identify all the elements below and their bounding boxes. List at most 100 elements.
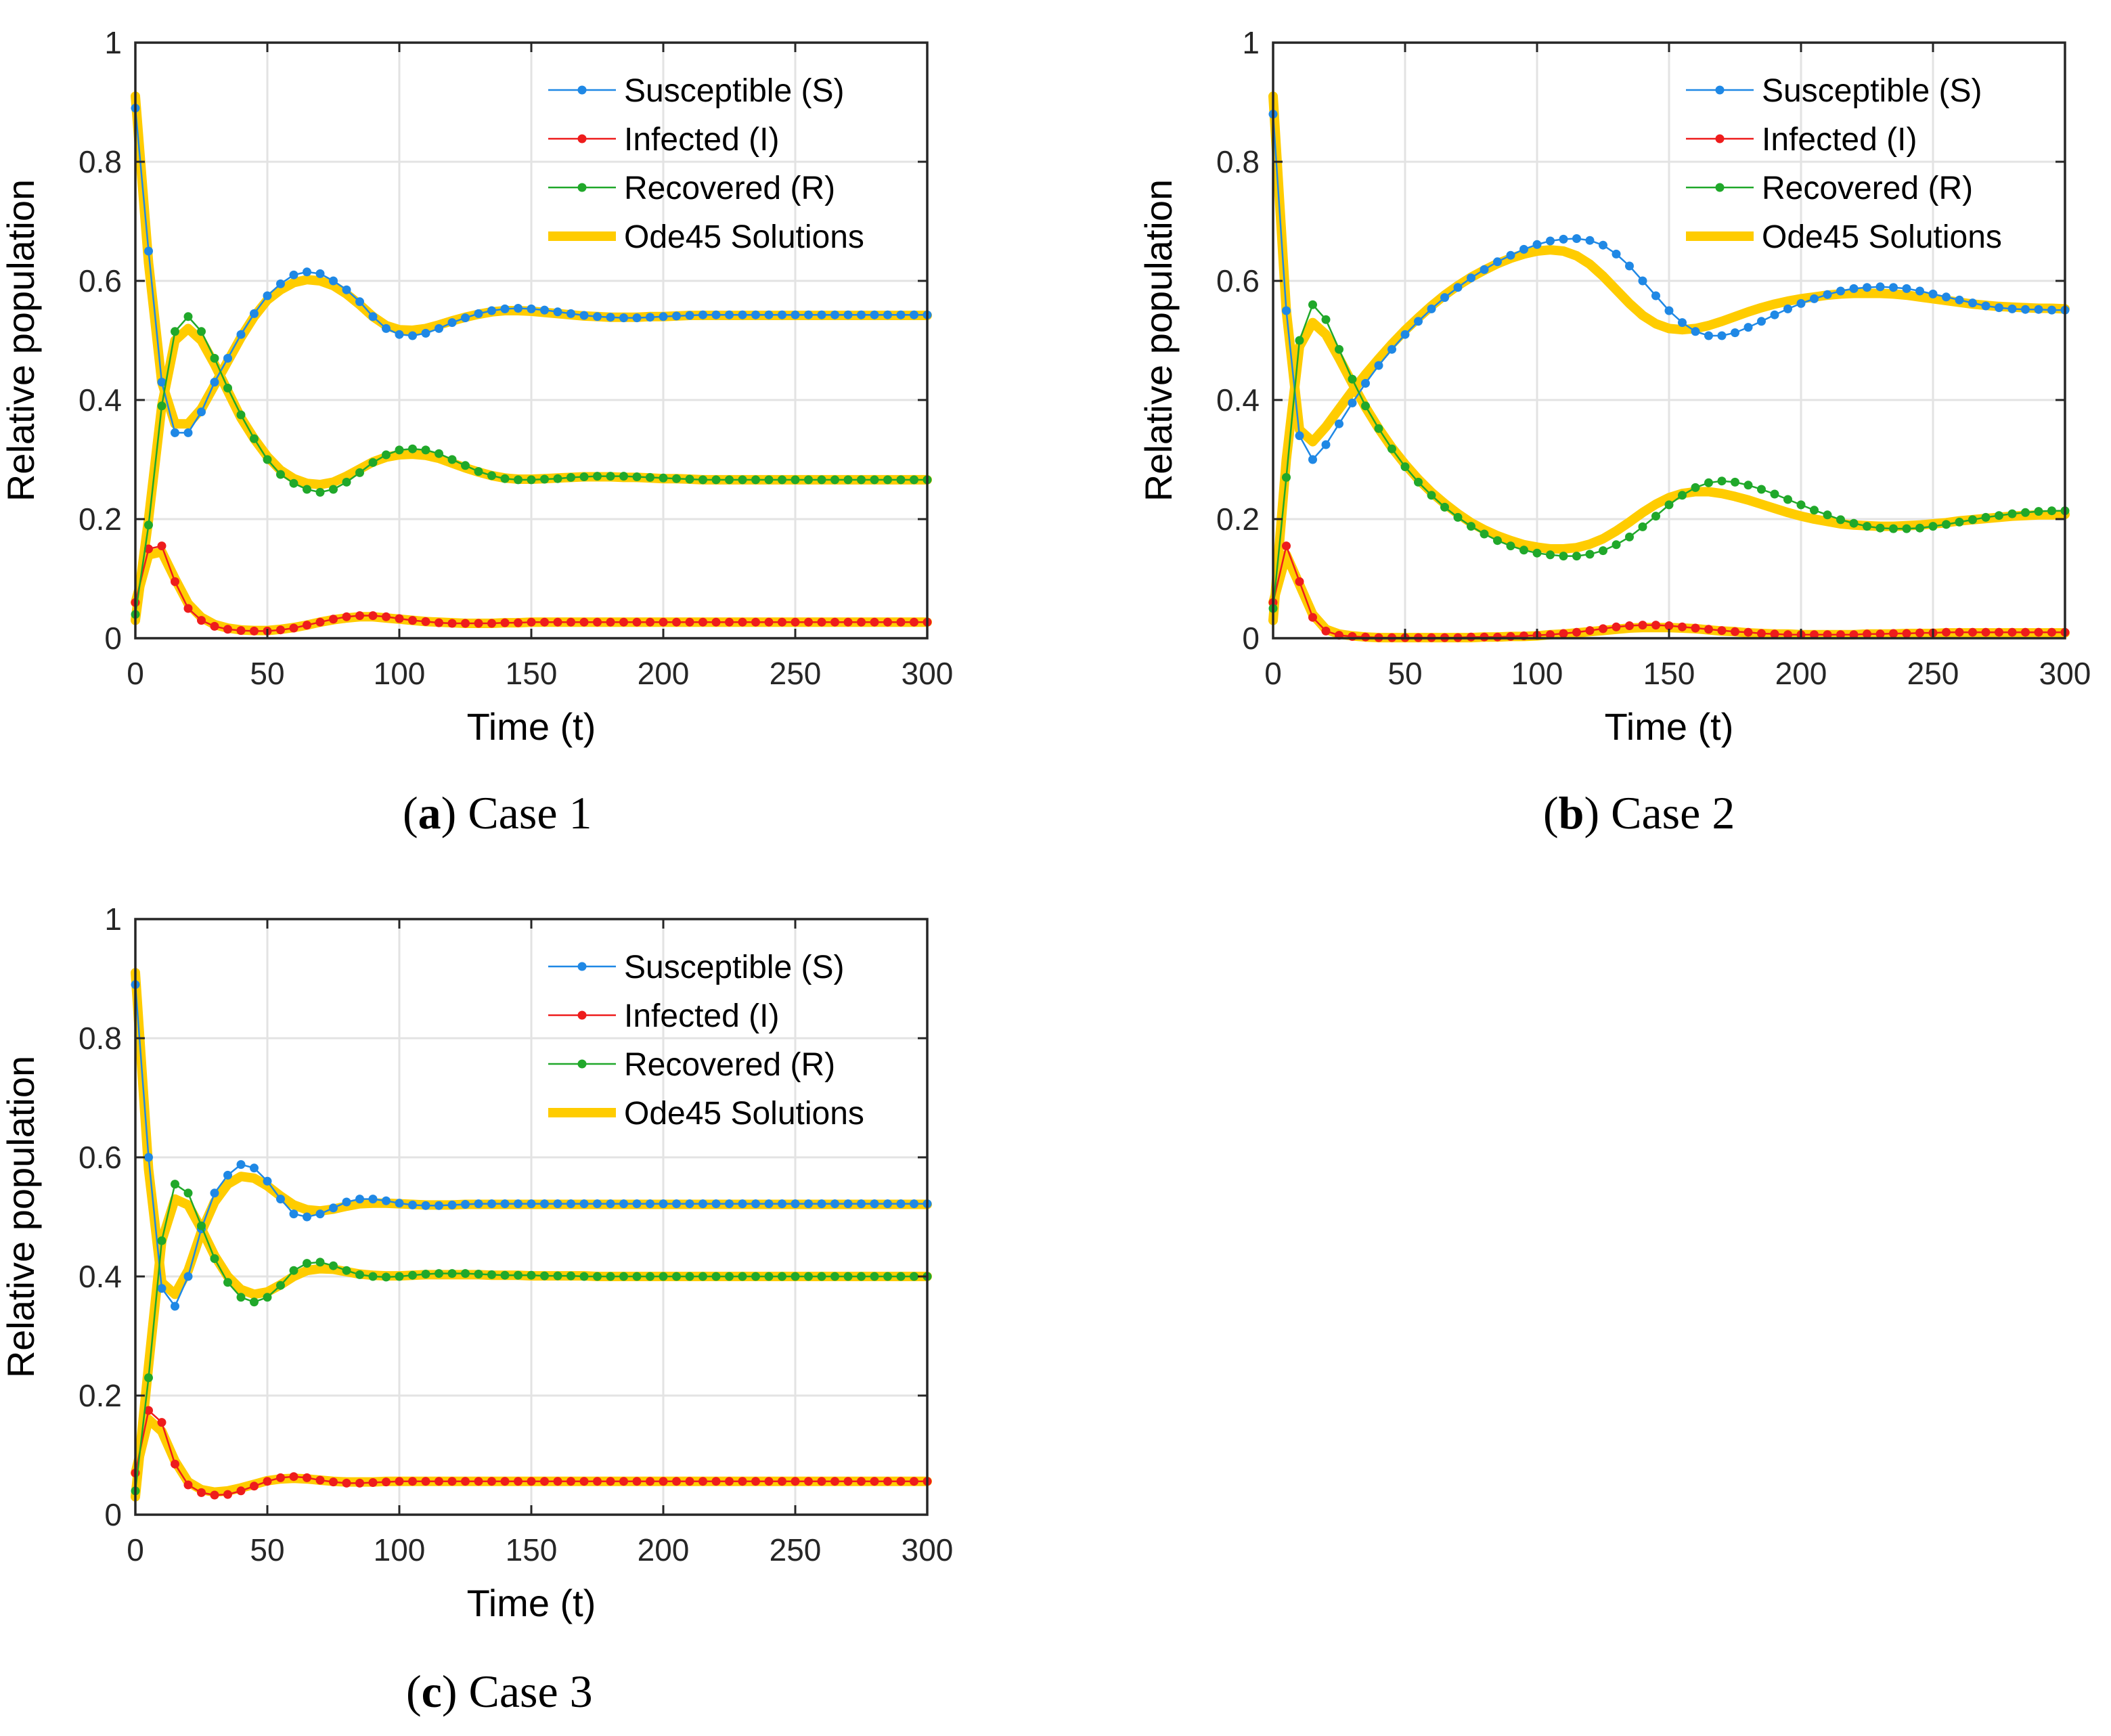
point-S-c-31 — [540, 1199, 549, 1209]
point-I-b-39 — [1783, 630, 1792, 640]
point-S-c-26 — [474, 1199, 483, 1209]
point-I-b-25 — [1599, 624, 1607, 633]
point-S-a-17 — [355, 297, 364, 307]
point-R-a-25 — [461, 461, 470, 470]
point-S-a-21 — [408, 331, 417, 340]
point-S-c-23 — [435, 1201, 443, 1210]
point-R-b-17 — [1493, 536, 1502, 546]
point-R-b-25 — [1599, 546, 1607, 556]
point-R-c-27 — [487, 1270, 496, 1279]
point-S-b-7 — [1361, 378, 1370, 388]
point-S-a-7 — [223, 353, 232, 363]
point-R-c-29 — [514, 1270, 523, 1280]
point-R-a-30 — [527, 475, 536, 485]
point-R-b-22 — [1559, 552, 1568, 561]
point-R-c-17 — [355, 1270, 364, 1279]
point-S-b-40 — [1796, 298, 1806, 308]
point-S-c-49 — [778, 1199, 786, 1209]
point-R-b-58 — [2034, 507, 2043, 516]
point-I-b-33 — [1704, 625, 1713, 634]
point-I-c-22 — [421, 1477, 430, 1486]
point-S-a-35 — [593, 312, 602, 321]
legend-label-b-0: Susceptible (S) — [1762, 73, 1982, 109]
point-I-a-35 — [593, 617, 602, 627]
point-I-a-55 — [857, 617, 866, 627]
point-S-c-1 — [144, 1153, 153, 1162]
point-R-c-35 — [593, 1272, 602, 1281]
point-R-a-14 — [315, 487, 325, 497]
point-R-c-23 — [435, 1269, 443, 1278]
point-R-b-23 — [1572, 552, 1581, 561]
point-I-a-22 — [421, 617, 430, 626]
point-I-c-5 — [197, 1488, 206, 1497]
point-R-a-57 — [883, 475, 892, 485]
point-S-a-1 — [144, 246, 153, 256]
point-I-c-10 — [263, 1477, 272, 1486]
point-I-a-33 — [566, 617, 575, 627]
point-I-c-9 — [250, 1482, 259, 1491]
point-S-b-41 — [1810, 294, 1819, 303]
point-I-c-30 — [527, 1477, 536, 1486]
point-S-a-56 — [870, 310, 879, 319]
point-I-a-6 — [210, 621, 219, 631]
point-I-b-41 — [1810, 630, 1819, 640]
point-I-c-38 — [632, 1477, 642, 1486]
point-R-b-14 — [1453, 512, 1463, 522]
point-I-c-20 — [395, 1477, 404, 1486]
point-S-a-9 — [250, 309, 259, 318]
point-S-a-8 — [236, 330, 246, 339]
point-I-b-37 — [1757, 629, 1766, 638]
point-I-c-58 — [896, 1477, 906, 1486]
point-R-c-59 — [910, 1272, 918, 1281]
legend-label-a-0: Susceptible (S) — [624, 73, 844, 109]
point-S-b-49 — [1915, 286, 1924, 296]
point-R-b-46 — [1875, 523, 1885, 533]
ytick-label-b-0: 0 — [1242, 621, 1260, 656]
point-I-a-8 — [236, 626, 246, 636]
point-I-b-56 — [2007, 627, 2017, 637]
point-R-a-27 — [487, 471, 496, 481]
point-S-a-14 — [315, 269, 325, 278]
point-I-c-48 — [764, 1477, 774, 1486]
point-S-b-10 — [1400, 330, 1410, 339]
point-I-c-29 — [514, 1477, 523, 1486]
point-S-b-53 — [1968, 298, 1977, 308]
point-R-b-1 — [1282, 472, 1291, 482]
point-S-c-47 — [751, 1199, 760, 1209]
point-S-c-32 — [553, 1199, 562, 1209]
point-S-b-34 — [1717, 331, 1727, 340]
ytick-label-c-2: 0.4 — [79, 1259, 122, 1294]
point-R-a-1 — [144, 520, 153, 530]
point-R-b-3 — [1308, 300, 1317, 309]
point-R-a-19 — [382, 450, 391, 460]
point-R-c-44 — [711, 1272, 721, 1281]
point-S-b-27 — [1625, 261, 1634, 271]
point-S-c-35 — [593, 1199, 602, 1209]
point-I-c-24 — [447, 1477, 457, 1486]
legend-label-c-1: Infected (I) — [624, 998, 779, 1034]
point-S-b-25 — [1599, 240, 1607, 250]
point-R-a-2 — [157, 401, 166, 411]
point-R-b-53 — [1968, 515, 1977, 525]
point-S-c-37 — [619, 1199, 628, 1209]
point-R-c-41 — [672, 1272, 681, 1281]
point-I-c-7 — [223, 1490, 232, 1499]
point-I-c-44 — [711, 1477, 721, 1486]
point-S-c-7 — [223, 1170, 232, 1180]
point-I-c-55 — [857, 1477, 866, 1486]
point-S-b-33 — [1704, 331, 1713, 340]
point-S-b-23 — [1572, 234, 1581, 243]
point-R-a-21 — [408, 444, 417, 453]
point-I-c-54 — [843, 1477, 853, 1486]
point-S-c-39 — [646, 1199, 654, 1209]
point-R-b-16 — [1480, 529, 1489, 539]
point-S-a-27 — [487, 306, 496, 315]
point-S-c-33 — [566, 1199, 575, 1209]
point-S-c-24 — [447, 1200, 457, 1209]
point-I-c-32 — [553, 1477, 562, 1486]
point-S-b-12 — [1427, 304, 1436, 313]
point-R-c-13 — [303, 1259, 311, 1268]
point-R-b-41 — [1810, 506, 1819, 515]
point-R-a-38 — [632, 472, 642, 481]
point-I-b-57 — [2021, 627, 2030, 637]
